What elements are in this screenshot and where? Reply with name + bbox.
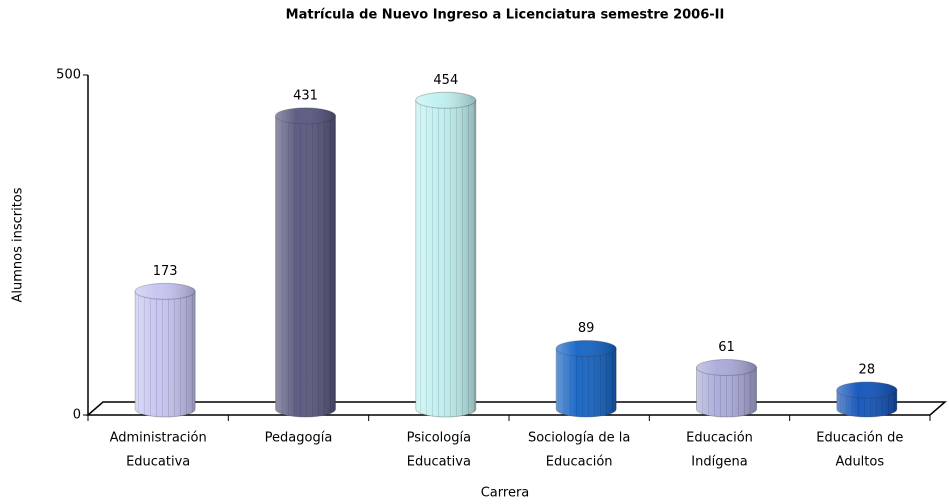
x-tick-label: Sociología de la (528, 431, 630, 446)
x-tick-label: Pedagogía (265, 431, 333, 446)
x-tick-label: Educativa (407, 455, 471, 470)
bar-shade (556, 348, 617, 417)
chart-title: Matrícula de Nuevo Ingreso a Licenciatur… (286, 8, 725, 23)
x-tick-label: Educación (686, 431, 753, 446)
bar-top-shade (415, 92, 476, 109)
y-axis-label: Alumnos inscritos (11, 187, 26, 302)
x-tick-label: Adultos (836, 455, 885, 470)
x-tick-label: Psicología (407, 431, 472, 446)
bar-shade (696, 367, 757, 417)
floor (85, 401, 948, 416)
value-label: 454 (433, 73, 458, 88)
value-label: 61 (718, 340, 735, 355)
y-tick-label: 500 (56, 68, 81, 83)
value-label: 173 (153, 264, 178, 279)
bar-top-shade (275, 107, 336, 124)
x-tick-label: Educación de (816, 431, 903, 446)
x-tick-label: Educación (546, 455, 613, 470)
bar-top-shade (696, 359, 757, 376)
bar-top-shade (836, 381, 897, 398)
x-tick-label: Educativa (126, 455, 190, 470)
x-axis-label: Carrera (481, 486, 530, 501)
x-tick-label: Administración (110, 431, 207, 446)
value-label: 28 (859, 362, 876, 377)
bar-top-shade (556, 340, 617, 357)
bar-shade (275, 115, 336, 418)
bar-shade (135, 291, 196, 417)
value-label: 89 (578, 321, 595, 336)
y-tick-label: 0 (73, 408, 81, 423)
bar-top-shade (135, 283, 196, 300)
x-tick-label: Indígena (691, 455, 747, 470)
value-label: 431 (293, 88, 318, 103)
bar-shade (415, 100, 476, 417)
